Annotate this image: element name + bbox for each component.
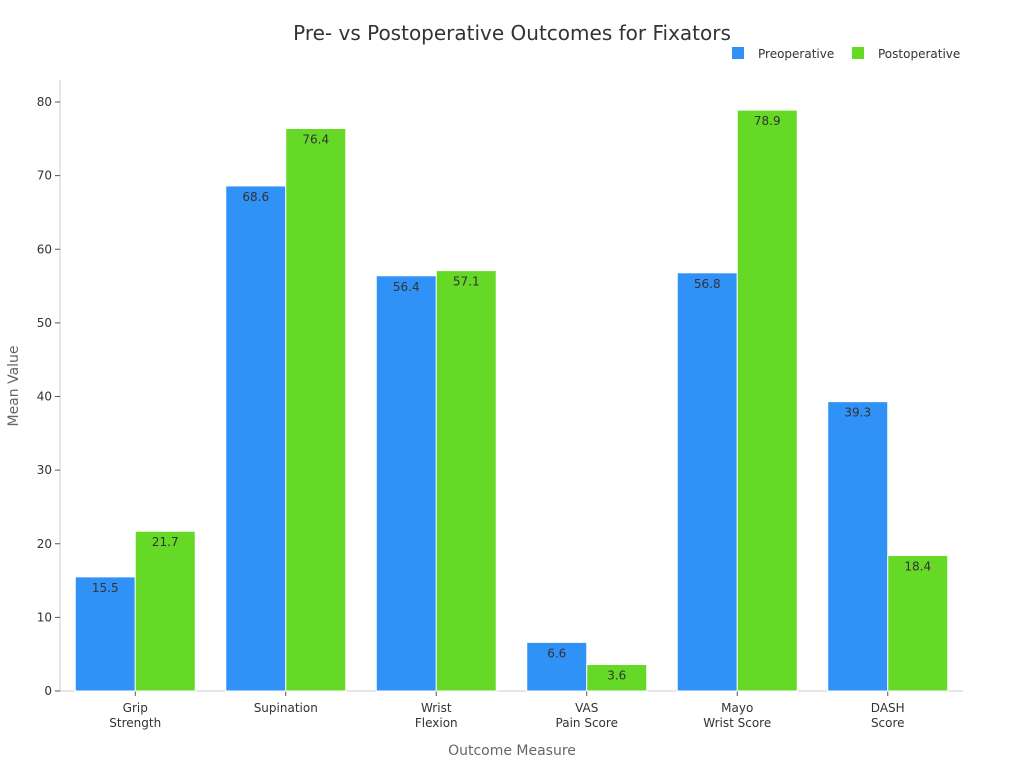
axes: 0 10 20 30 40 50 60 70 80 Grip Strength Supination W…	[37, 80, 963, 730]
bar-postoperative	[887, 555, 949, 692]
legend-label: Postoperative	[878, 47, 960, 61]
y-tick-label: 0	[44, 684, 52, 698]
bar-preoperative	[375, 275, 437, 692]
data-label: 3.6	[607, 668, 626, 682]
bar-postoperative	[285, 128, 347, 692]
bar-postoperative	[586, 663, 648, 692]
legend-label: Preoperative	[758, 47, 834, 61]
y-tick-label: 50	[37, 316, 52, 330]
bar-preoperative	[225, 185, 287, 692]
x-axis-label: Outcome Measure	[448, 743, 576, 759]
legend-swatch	[732, 47, 744, 59]
x-tick-label: Wrist Flexion	[415, 701, 458, 730]
data-label: 76.4	[302, 133, 329, 147]
x-tick-label: Grip Strength	[109, 701, 161, 730]
bar-preoperative	[74, 576, 136, 692]
y-tick-label: 60	[37, 242, 52, 256]
data-label: 56.8	[694, 277, 721, 291]
bar-preoperative	[676, 272, 738, 692]
x-tick-label: Mayo Wrist Score	[703, 701, 771, 730]
y-tick-label: 70	[37, 169, 52, 183]
y-tick-label: 40	[37, 390, 52, 404]
x-tick-label: Supination	[254, 701, 318, 715]
data-label: 39.3	[844, 406, 871, 420]
data-label: 21.7	[152, 535, 179, 549]
data-label: 6.6	[547, 646, 566, 660]
bar-postoperative	[736, 109, 798, 692]
x-tick-label: DASH Score	[871, 701, 905, 730]
legend: Preoperative Postoperative	[732, 47, 960, 61]
data-label: 57.1	[453, 275, 480, 289]
bar-preoperative	[526, 641, 588, 692]
data-label: 56.4	[393, 280, 420, 294]
data-label: 15.5	[92, 581, 119, 595]
y-axis-label: Mean Value	[6, 345, 22, 426]
legend-swatch	[852, 47, 864, 59]
data-label: 78.9	[754, 114, 781, 128]
x-tick-label: VAS Pain Score	[556, 701, 618, 730]
bar-postoperative	[435, 270, 497, 692]
data-label: 68.6	[242, 190, 269, 204]
y-tick-label: 10	[37, 610, 52, 624]
y-tick-label: 20	[37, 537, 52, 551]
bars: 15.5 21.7 68.6 76.4 56.4 57.1 6.6 3.6 56.8 78.9 39…	[74, 109, 949, 692]
y-tick-label: 80	[37, 95, 52, 109]
data-label: 18.4	[904, 560, 931, 574]
bar-postoperative	[134, 530, 196, 692]
chart-title: Pre- vs Postoperative Outcomes for Fixat…	[293, 21, 731, 45]
y-tick-label: 30	[37, 463, 52, 477]
bar-preoperative	[827, 401, 889, 692]
